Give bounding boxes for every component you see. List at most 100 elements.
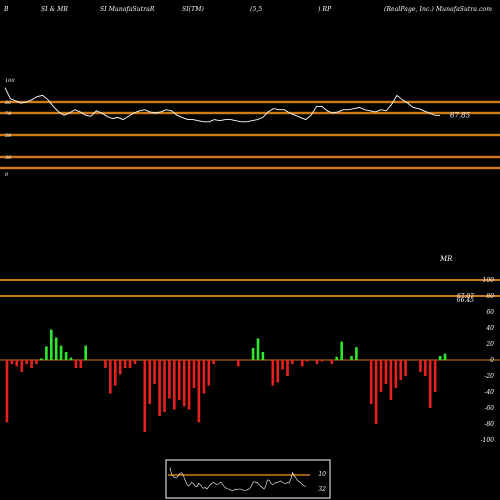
mini-panel: 10 32 bbox=[165, 459, 331, 499]
mr-bar bbox=[428, 360, 432, 408]
mr-bar bbox=[74, 360, 78, 368]
mr-tick-label: 100 bbox=[483, 277, 495, 284]
rsi-tick-label: 70 bbox=[5, 111, 12, 117]
mr-bar bbox=[424, 360, 427, 376]
mr-band-upper bbox=[0, 295, 500, 297]
rsi-band-70 bbox=[0, 111, 500, 115]
mini-label-lower: 32 bbox=[318, 486, 326, 493]
mr-bar bbox=[315, 360, 319, 364]
mr-bar bbox=[202, 360, 206, 394]
mr-tick-label: 40 bbox=[485, 325, 494, 332]
mr-tick-label: 80 bbox=[486, 293, 494, 300]
mr-bar bbox=[168, 360, 171, 399]
mr-bar bbox=[276, 360, 279, 383]
mr-bar bbox=[163, 360, 166, 412]
mr-bar bbox=[158, 360, 161, 416]
mr-panel-title: MR bbox=[440, 255, 453, 263]
rsi-tick-label: 30 bbox=[5, 155, 12, 161]
mr-bar bbox=[286, 360, 289, 376]
mr-bar bbox=[379, 360, 383, 392]
mr-bar bbox=[404, 360, 407, 376]
mr-bar bbox=[369, 360, 373, 404]
mr-bar bbox=[261, 352, 265, 360]
mr-bar bbox=[443, 353, 447, 360]
mr-bar bbox=[438, 356, 442, 360]
mr-bar bbox=[419, 360, 422, 372]
mr-bar bbox=[173, 360, 176, 410]
mr-bar bbox=[10, 360, 14, 364]
mr-bar bbox=[187, 360, 191, 410]
mr-bar bbox=[50, 329, 53, 360]
mr-bar bbox=[118, 360, 122, 375]
mr-tick-label: 0 bbox=[490, 357, 494, 364]
mr-bar bbox=[399, 360, 402, 380]
mr-bar bbox=[394, 360, 398, 388]
mr-bar bbox=[197, 360, 201, 423]
mr-tick-label: 20 bbox=[485, 341, 494, 348]
mr-tick-label: -60 bbox=[484, 405, 494, 412]
mr-zero-line bbox=[0, 359, 500, 361]
mini-line bbox=[169, 467, 307, 491]
mr-last-value-label-1: 67.07 bbox=[457, 293, 474, 300]
mr-tick-label: -100 bbox=[481, 437, 495, 444]
mr-bar bbox=[123, 360, 127, 368]
mr-tick-label: -80 bbox=[484, 421, 494, 428]
mr-tick-label: -40 bbox=[484, 389, 494, 396]
rsi-tick-label: 80 bbox=[5, 100, 12, 106]
rsi-tick-label: 0 bbox=[5, 172, 9, 178]
mr-bar bbox=[301, 360, 304, 367]
mr-bar bbox=[148, 360, 151, 404]
mr-bar bbox=[192, 360, 196, 388]
mr-bar bbox=[177, 360, 181, 400]
mr-bar bbox=[389, 360, 393, 400]
mr-bar bbox=[143, 360, 147, 432]
rsi-tick-label: 50 bbox=[5, 133, 12, 139]
mr-band-top bbox=[0, 279, 500, 281]
mini-label-upper: 10 bbox=[318, 471, 326, 478]
mr-bar bbox=[40, 358, 43, 360]
rsi-tick-label: 100 bbox=[5, 78, 15, 84]
mr-bar bbox=[291, 360, 294, 364]
header-part-1: B bbox=[4, 6, 9, 13]
mr-bar bbox=[25, 360, 28, 364]
mr-bar bbox=[320, 360, 324, 362]
header-part-3: SI MunafaSutraR bbox=[100, 6, 155, 13]
rsi-band-80 bbox=[0, 100, 500, 104]
mr-tick-label: -20 bbox=[484, 373, 494, 380]
header-part-6: ) RP bbox=[318, 6, 332, 13]
mr-bar bbox=[109, 360, 112, 394]
mr-bar bbox=[104, 360, 107, 368]
rsi-band-30 bbox=[0, 155, 500, 159]
mr-bar bbox=[59, 345, 63, 360]
mr-bar bbox=[20, 360, 24, 372]
mr-tick-label: 60 bbox=[486, 309, 494, 316]
mr-bar bbox=[355, 347, 358, 360]
mr-bar bbox=[5, 360, 9, 423]
mr-bar bbox=[133, 360, 137, 364]
mr-last-value-label-2: 66.45 bbox=[457, 297, 474, 304]
rsi-line bbox=[4, 87, 441, 123]
mr-bar bbox=[182, 360, 186, 407]
mr-bar bbox=[64, 352, 68, 360]
header-part-2: SI & MR bbox=[41, 6, 68, 13]
rsi-band-50 bbox=[0, 133, 500, 137]
header-part-4: SI(TM) bbox=[182, 6, 204, 13]
mr-bar bbox=[84, 345, 87, 360]
mr-bar bbox=[207, 360, 211, 386]
header-part-5: (5,5 bbox=[250, 6, 263, 13]
mr-bar bbox=[350, 356, 353, 360]
mr-bar bbox=[54, 337, 58, 360]
mr-bar bbox=[35, 360, 38, 364]
mr-bar bbox=[330, 360, 334, 364]
mr-bar bbox=[114, 360, 117, 386]
mr-bar bbox=[30, 360, 33, 368]
mr-bar bbox=[433, 360, 437, 392]
mr-bar bbox=[256, 338, 260, 360]
mr-bar bbox=[271, 360, 275, 386]
mini-chart-frame bbox=[165, 459, 331, 499]
rsi-panel: 100 80 70 50 30 0 67.85 bbox=[0, 78, 500, 178]
mr-bar bbox=[79, 360, 83, 368]
mr-bar bbox=[45, 346, 48, 360]
